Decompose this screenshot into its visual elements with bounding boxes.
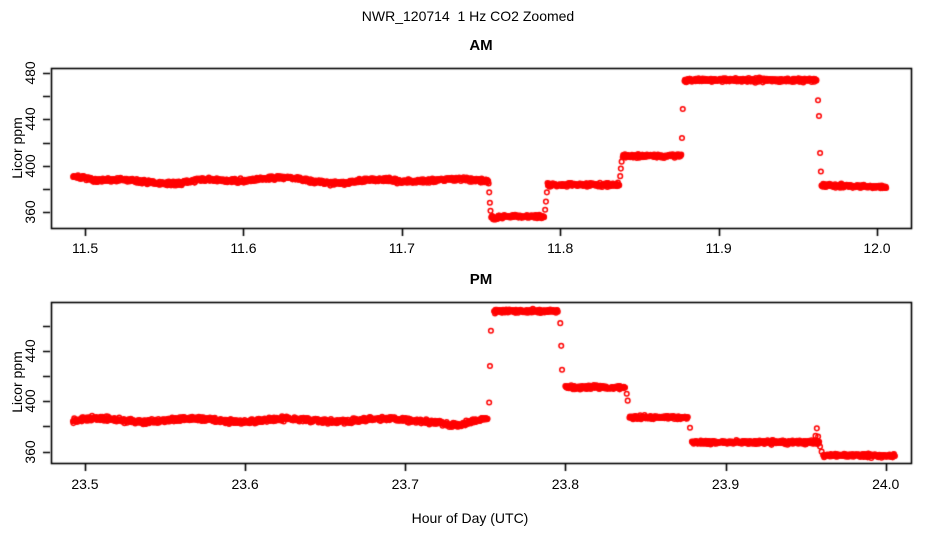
am-y-tick-label: 360 bbox=[22, 200, 38, 224]
x-axis-label: Hour of Day (UTC) bbox=[411, 510, 529, 526]
pm-x-tick-label: 23.7 bbox=[391, 476, 419, 492]
pm-x-tick-label: 24.0 bbox=[872, 476, 900, 492]
am-x-tick-label: 11.7 bbox=[388, 240, 415, 256]
pm-x-tick-label: 23.5 bbox=[71, 476, 99, 492]
pm-panel-title: PM bbox=[469, 271, 493, 288]
am-y-tick-label: 440 bbox=[22, 107, 38, 132]
am-x-tick-label: 12.0 bbox=[863, 240, 891, 256]
pm-y-tick-label: 440 bbox=[22, 339, 38, 363]
am-x-tick-label: 11.5 bbox=[71, 240, 99, 256]
am-y-tick-label: 480 bbox=[22, 61, 38, 85]
pm-x-tick-label: 23.8 bbox=[551, 476, 580, 492]
pm-x-tick-label: 23.9 bbox=[711, 476, 740, 492]
am-x-tick-label: 11.9 bbox=[705, 240, 732, 256]
pm-y-tick-label: 360 bbox=[22, 439, 38, 464]
am-y-tick-label: 400 bbox=[22, 154, 38, 178]
pm-y-tick-label: 400 bbox=[22, 389, 38, 413]
am-panel-title: AM bbox=[469, 37, 493, 54]
main-title: NWR_120714 1 Hz CO2 Zoomed bbox=[361, 8, 575, 24]
am-x-tick-label: 11.6 bbox=[230, 240, 257, 256]
am-x-tick-label: 11.8 bbox=[547, 240, 574, 256]
pm-x-tick-label: 23.6 bbox=[231, 476, 259, 492]
